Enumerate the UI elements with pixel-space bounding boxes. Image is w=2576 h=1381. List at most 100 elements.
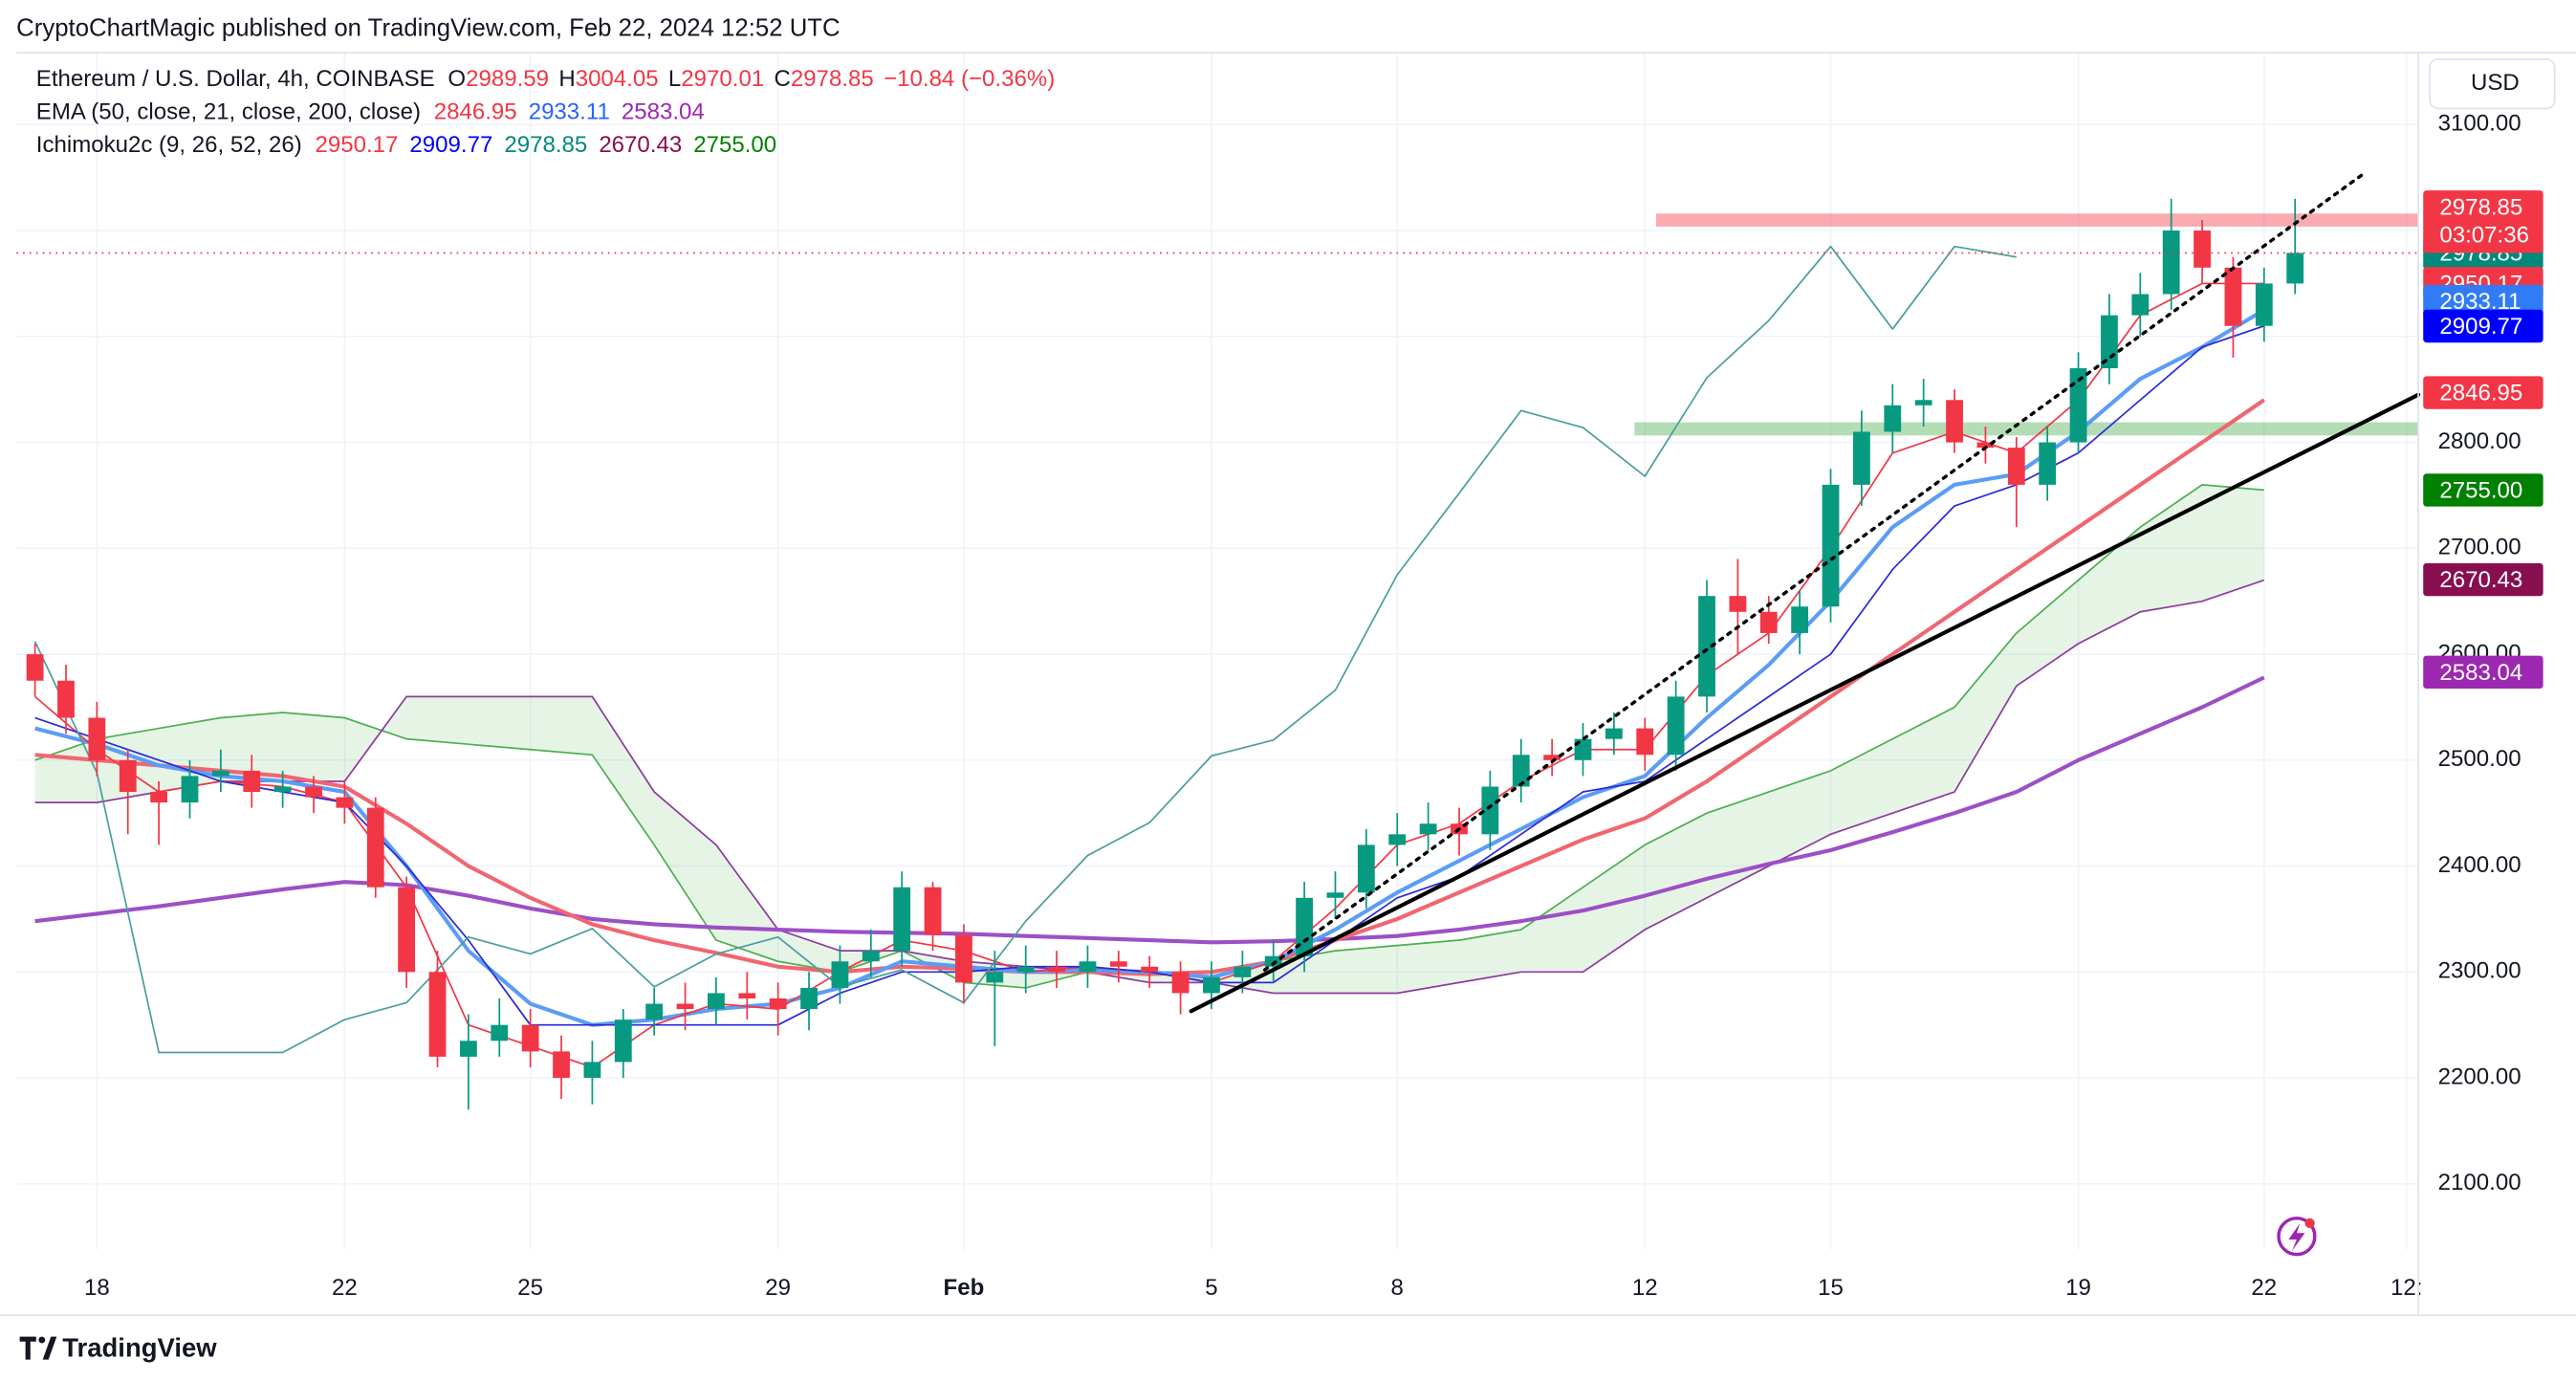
candle-body <box>1605 728 1623 739</box>
candle-body <box>1976 442 1995 449</box>
candle-body <box>645 1003 664 1020</box>
price-badge <box>2423 655 2543 690</box>
candle-body <box>1543 755 1561 760</box>
ichimoku-cloud <box>34 484 2264 994</box>
candle-body <box>88 717 106 760</box>
price-badge <box>2423 376 2543 409</box>
candle-body <box>26 654 44 681</box>
brand-logo: TradingView <box>19 1333 217 1363</box>
price-badge <box>2423 562 2543 597</box>
candle-body <box>336 797 354 808</box>
y-tick-label: 2200.00 <box>2438 1063 2521 1089</box>
candle-body <box>521 1024 539 1052</box>
candle-body <box>1853 431 1870 485</box>
candle-body <box>1296 897 1314 956</box>
candle-body <box>57 680 75 718</box>
candle-body <box>366 807 384 888</box>
candle-body <box>119 759 137 793</box>
candle-body <box>1667 696 1685 756</box>
trendline <box>1189 392 2421 1014</box>
y-tick-label: 2700.00 <box>2438 535 2521 560</box>
candle-body <box>893 887 911 952</box>
last-price-label: 2978.85 <box>2439 194 2522 220</box>
price-badge <box>2423 309 2543 343</box>
candle-body <box>831 961 849 988</box>
indicator-reading: 2933.11 <box>529 99 610 125</box>
candle-body <box>1141 966 1159 973</box>
candle-body <box>243 770 261 793</box>
candle-body <box>1481 786 1499 835</box>
icon-dot[interactable] <box>2304 1217 2315 1229</box>
price-badge-label: 2583.04 <box>2439 660 2522 686</box>
candle-body <box>1419 823 1437 835</box>
candle-body <box>1048 966 1065 973</box>
icon-ring[interactable] <box>2277 1217 2317 1257</box>
quote-value: 2989.59 <box>466 67 549 93</box>
candle-body <box>1079 961 1097 973</box>
x-tick-label: 8 <box>1391 1275 1404 1301</box>
x-tick-label: 18 <box>84 1275 110 1301</box>
candle-body <box>491 1024 509 1041</box>
candle-body <box>1264 955 1282 967</box>
indicator-line <box>33 245 2017 1054</box>
candle-body <box>800 987 818 1010</box>
candle-body <box>738 993 756 999</box>
lightning-icon[interactable] <box>2277 1217 2317 1257</box>
indicator-reading: 2755.00 <box>693 132 776 158</box>
quote-key: C <box>775 67 791 93</box>
y-tick-label: 3100.00 <box>2438 111 2521 137</box>
candle-body <box>1698 596 1715 697</box>
legend-indicator-line: EMA (50, close, 21, close, 200, close) 28… <box>36 99 705 125</box>
candle-body <box>2131 294 2150 316</box>
icon-bolt[interactable] <box>2288 1222 2305 1252</box>
price-badge <box>2423 284 2543 318</box>
indicator-reading: 2909.77 <box>409 132 492 158</box>
candle-body <box>2007 448 2025 485</box>
price-badge <box>2423 473 2543 507</box>
candle-body <box>1357 844 1375 893</box>
y-tick-label: 2300.00 <box>2438 958 2521 984</box>
candle-body <box>1822 484 1840 607</box>
price-zone <box>1634 422 2419 436</box>
candle-body <box>708 993 725 1010</box>
candle-body <box>676 1003 694 1010</box>
candle-body <box>1636 728 1654 756</box>
x-tick-label: Feb <box>944 1275 985 1301</box>
candle-body <box>1016 966 1035 973</box>
indicator-name: Ichimoku2c (9, 26, 52, 26) <box>36 132 302 158</box>
symbol-title: Ethereum / U.S. Dollar, 4h, COINBASE <box>36 67 435 93</box>
legend-symbol-line: Ethereum / U.S. Dollar, 4h, COINBASE O298… <box>36 67 1055 93</box>
candle-body <box>1171 972 1190 994</box>
price-badge-label: 2670.43 <box>2439 567 2522 593</box>
price-badge-label: 2755.00 <box>2439 477 2522 503</box>
x-tick-label: 25 <box>517 1275 543 1301</box>
legend-indicator-line: Ichimoku2c (9, 26, 52, 26) 2950.17 2909.77… <box>36 132 776 158</box>
quote-key: O <box>448 67 466 93</box>
candle-body <box>1759 611 1778 633</box>
plot <box>16 170 2421 1110</box>
countdown: 03:07:36 <box>2439 223 2529 249</box>
x-tick-label: 12 <box>1632 1275 1658 1301</box>
candle-body <box>986 972 1004 983</box>
candle-body <box>2069 368 2087 443</box>
indicator-reading: 2583.04 <box>622 99 705 125</box>
indicator-reading: 2670.43 <box>599 132 682 158</box>
indicator-reading: 2846.95 <box>434 99 517 125</box>
candle-body <box>428 972 447 1057</box>
currency[interactable]: USD <box>2471 70 2520 96</box>
price-badge-label: 2846.95 <box>2439 381 2522 406</box>
candle-body <box>614 1019 632 1063</box>
candle-body <box>150 792 168 803</box>
candle-body <box>2224 267 2242 326</box>
candle-body <box>1203 976 1220 994</box>
candle-body <box>1946 400 1963 443</box>
x-tick-label: 12: <box>2390 1275 2422 1301</box>
candle-body <box>273 786 292 793</box>
price-zone <box>1655 213 2419 227</box>
candle-body <box>305 786 322 798</box>
x-tick-label: 22 <box>332 1275 358 1301</box>
currency-button[interactable] <box>2429 58 2556 110</box>
candle-body <box>1512 755 1530 787</box>
candle-body <box>553 1051 570 1079</box>
